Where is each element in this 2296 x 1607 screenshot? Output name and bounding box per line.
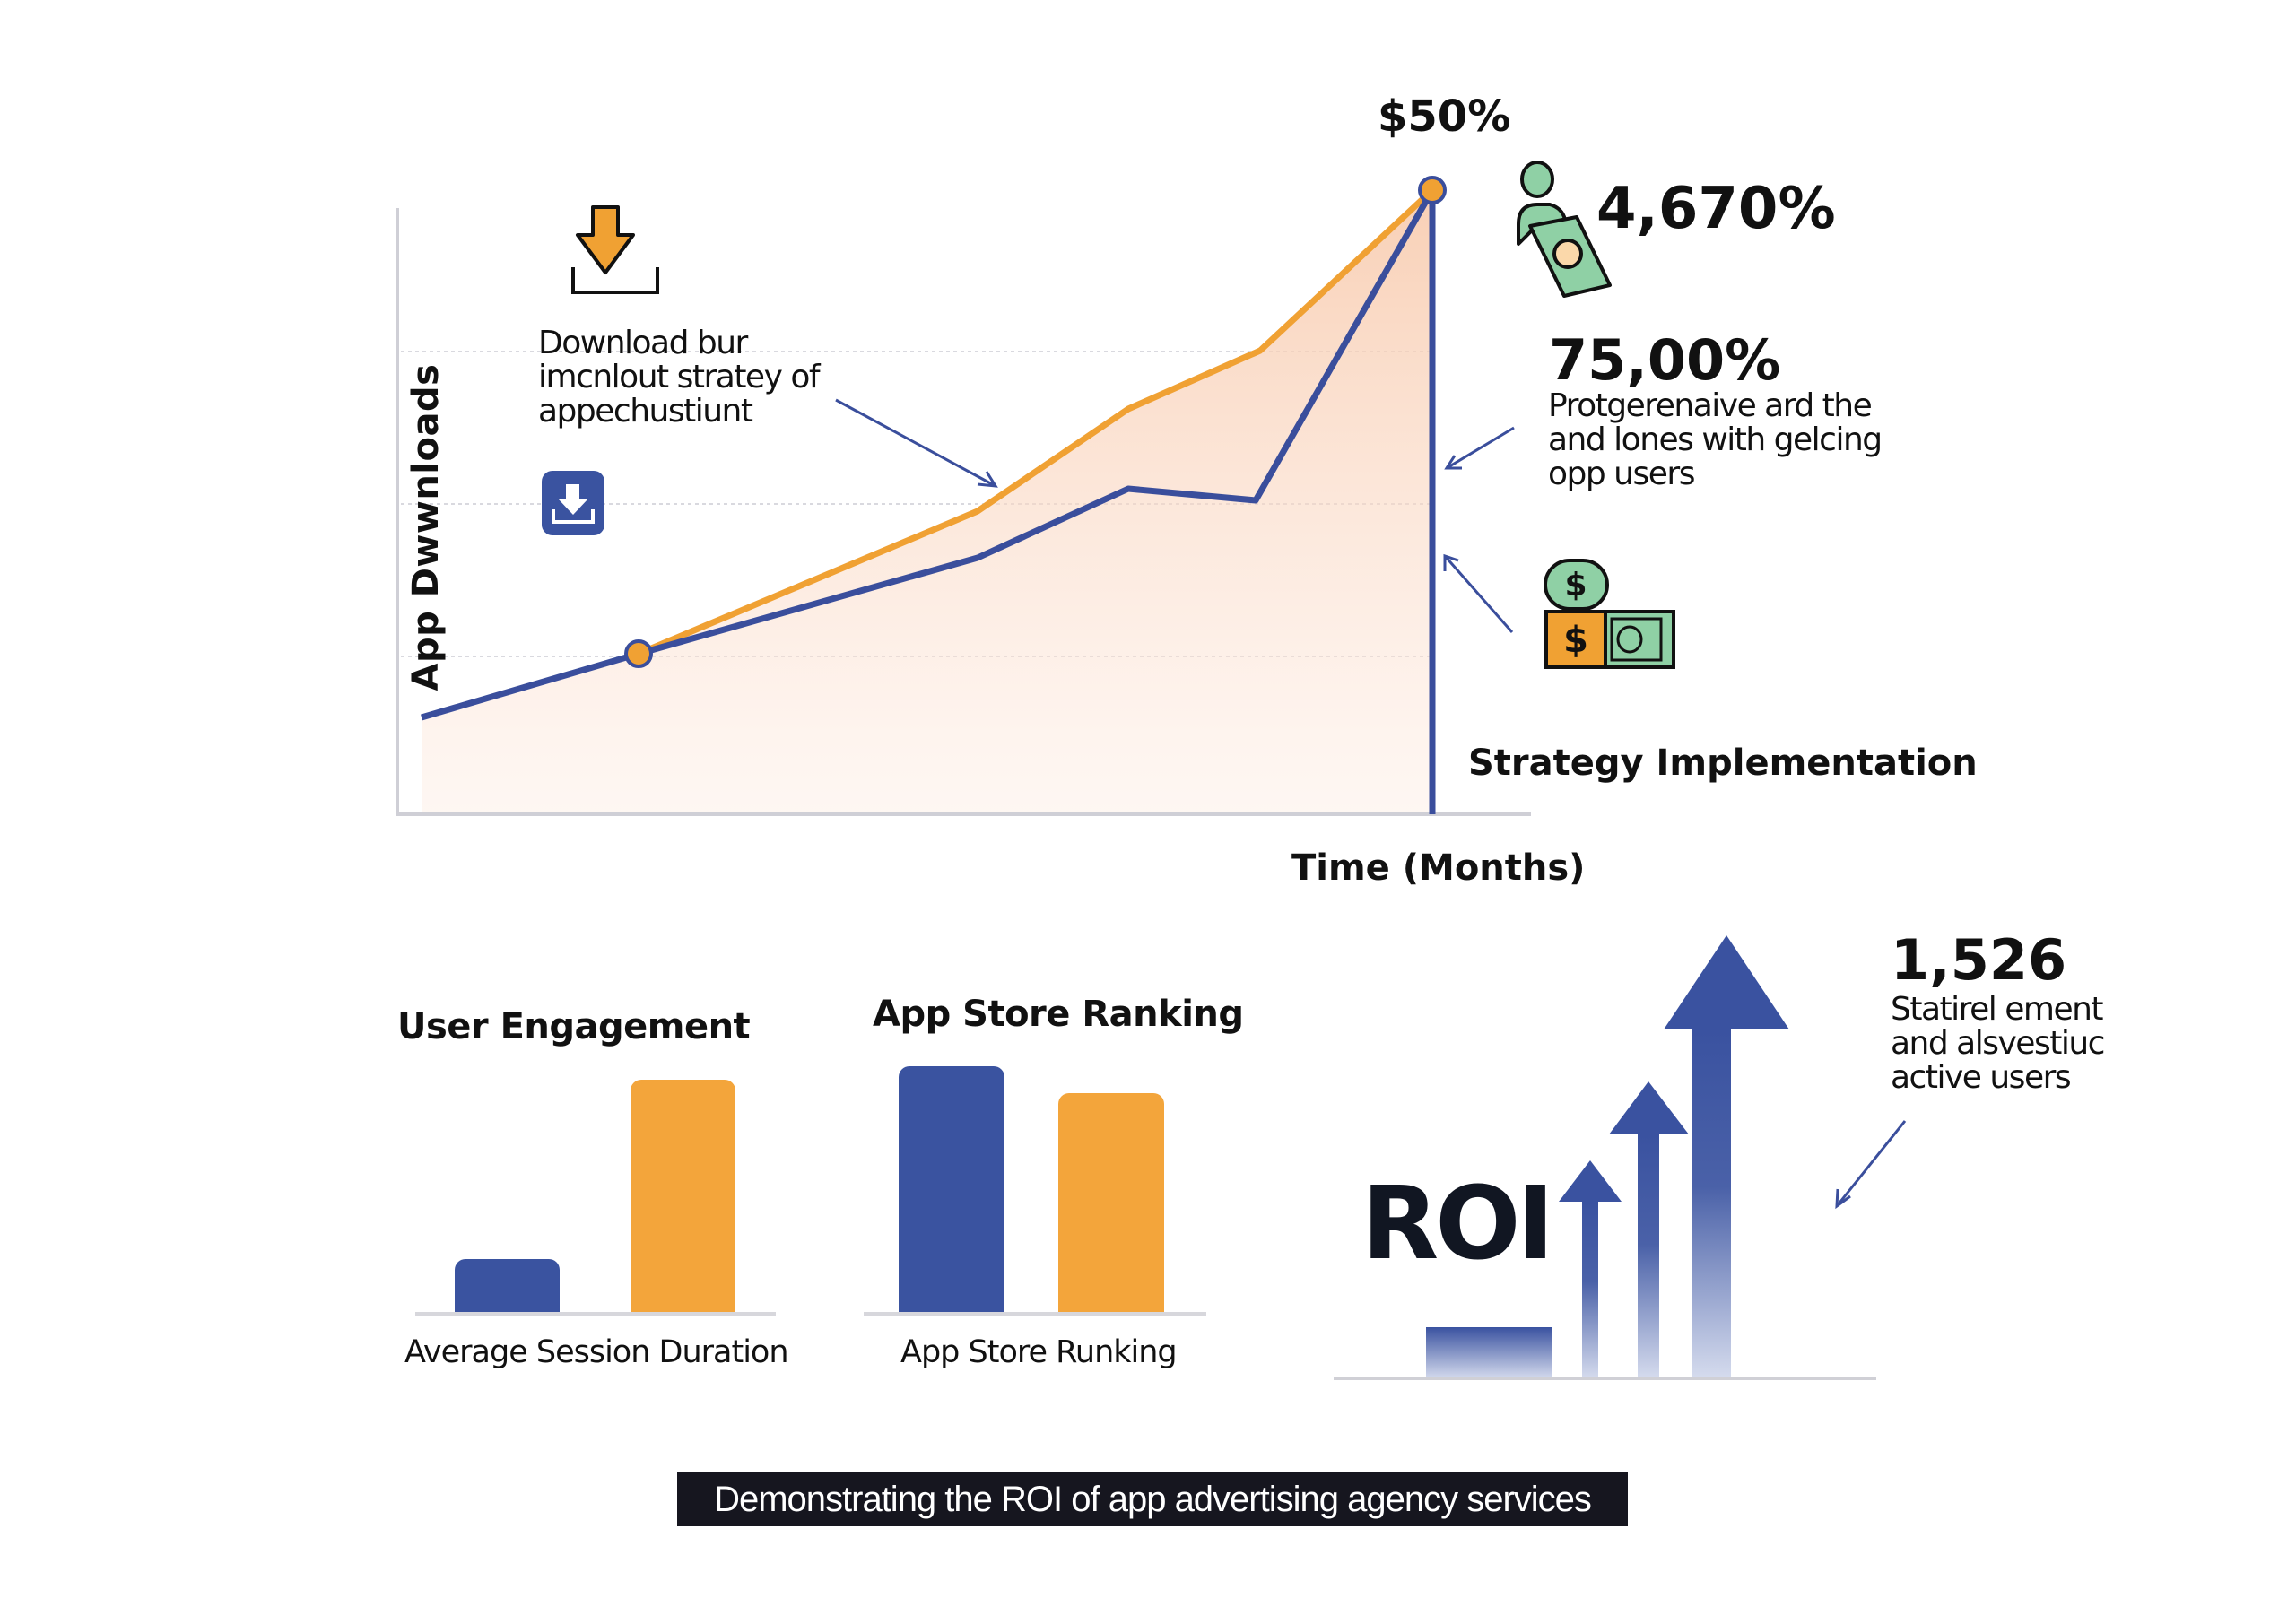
x-axis-label: Time (Months)	[1292, 847, 1586, 889]
roi-arrow-small	[1559, 1160, 1622, 1379]
stat-description-line: Protgerenaive ard the	[1548, 387, 1873, 424]
download-note-line: Download bur	[538, 325, 748, 361]
y-axis-label: App Dwwnloads	[405, 363, 447, 691]
ranking-x-label: App Store Runking	[900, 1334, 1178, 1370]
roi-arrow-medium	[1609, 1081, 1689, 1379]
roi-description-line: Statirel ement	[1891, 991, 2104, 1028]
engagement-bar-before[interactable]	[455, 1259, 560, 1313]
money-stack-icon: $ $	[1544, 559, 1675, 669]
area-fill	[422, 190, 1432, 814]
roi-stat-value: 1,526	[1891, 927, 2067, 993]
stat-description-line: opp users	[1548, 456, 1695, 492]
svg-text:$: $	[1563, 620, 1588, 661]
svg-text:$: $	[1564, 567, 1587, 604]
engagement-bar-after[interactable]	[631, 1080, 735, 1313]
stat-7500-description: Protgerenaive ard the and lones with gel…	[1548, 387, 1883, 492]
download-note-line: imcnlout stratey of	[538, 359, 821, 395]
strategy-implementation-label: Strategy Implementation	[1468, 743, 1978, 784]
roi-bar-1	[1426, 1327, 1552, 1379]
roi-growth-bars	[1334, 935, 1876, 1380]
roi-description-line: active users	[1891, 1059, 2072, 1096]
engagement-x-label: Average Session Duration	[404, 1334, 789, 1370]
person-with-money-icon	[1517, 161, 1612, 298]
roi-stat-description: Statirel ement and alsvestiuc active use…	[1891, 991, 2105, 1096]
peak-value-label: $50%	[1378, 91, 1511, 142]
download-note: Download bur imcnlout stratey of appechu…	[538, 325, 821, 430]
peak-point-marker[interactable]	[1418, 176, 1447, 204]
ranking-bar-before[interactable]	[899, 1066, 1004, 1313]
engagement-baseline	[415, 1312, 776, 1316]
stat-description-line: and lones with gelcing	[1548, 421, 1883, 458]
ranking-baseline	[864, 1312, 1206, 1316]
data-point-marker[interactable]	[624, 639, 653, 668]
caption-banner: Demonstrating the ROI of app advertising…	[677, 1472, 1628, 1526]
orange-series-line	[637, 187, 1435, 657]
download-note-line: appechustiunt	[538, 393, 753, 430]
blue-series-line	[421, 188, 1436, 721]
stat-7500: 75,00%	[1549, 327, 1781, 393]
ranking-bar-after[interactable]	[1058, 1093, 1164, 1313]
roi-description-line: and alsvestiuc	[1891, 1025, 2105, 1062]
app-store-ranking-title: App Store Ranking	[873, 994, 1244, 1035]
download-tray-icon	[571, 205, 659, 294]
stat-4670: 4,670%	[1596, 176, 1836, 242]
download-button-icon[interactable]	[542, 471, 604, 535]
annotation-arrows	[835, 398, 1907, 1210]
roi-label: ROI	[1361, 1166, 1554, 1282]
user-engagement-title: User Engagement	[397, 1006, 751, 1047]
roi-arrow-large	[1664, 935, 1789, 1379]
